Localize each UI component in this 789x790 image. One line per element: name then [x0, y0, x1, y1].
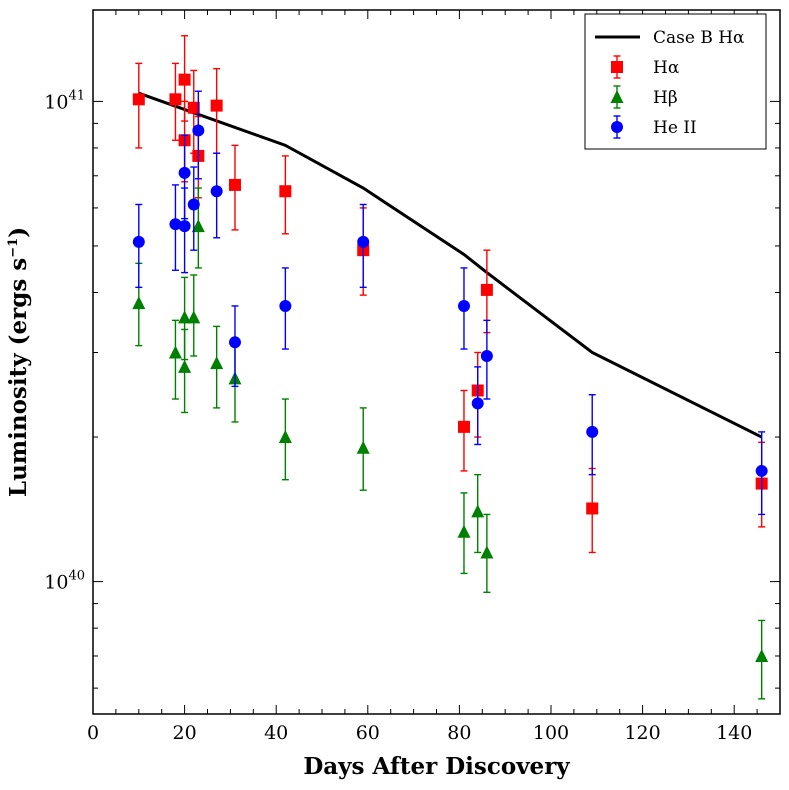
hbeta-point: [178, 359, 192, 373]
legend-triangle-label: Hβ: [653, 88, 678, 108]
legend-case-b-label: Case B Hα: [653, 28, 745, 48]
plot-frame: [92, 9, 781, 715]
heii-point: [178, 220, 191, 233]
hbeta-point: [471, 504, 485, 518]
heii-point: [187, 198, 200, 211]
hbeta-point: [187, 310, 201, 324]
x-tick-label: 60: [356, 722, 380, 744]
data-points-layer: [132, 35, 769, 700]
halpha-point: [132, 93, 145, 106]
heii-point: [178, 166, 191, 179]
legend-triangle-marker: [610, 90, 624, 103]
heii-point: [471, 397, 484, 410]
heii-point: [586, 425, 599, 438]
x-tick-label: 120: [624, 722, 660, 744]
heii-point: [169, 218, 182, 231]
heii-point: [457, 299, 470, 312]
heii-point: [132, 235, 145, 248]
x-tick-label: 40: [264, 722, 288, 744]
legend-circle-label: He II: [653, 118, 697, 138]
hbeta-point: [457, 524, 471, 538]
legend-square-marker: [611, 61, 623, 73]
hbeta-point: [168, 345, 182, 359]
x-tick-label: 80: [447, 722, 471, 744]
x-tick-label: 20: [173, 722, 197, 744]
y-tick-label: 1040: [44, 569, 85, 594]
hbeta-point: [480, 545, 494, 559]
hbeta-point: [755, 648, 769, 662]
x-axis-label: Days After Discovery: [303, 753, 570, 780]
x-tick-label: 0: [87, 722, 99, 744]
hbeta-point: [132, 296, 146, 310]
heii-point: [357, 235, 370, 248]
hbeta-point: [278, 430, 292, 444]
x-tick-label: 140: [716, 722, 752, 744]
case-b-halpha-line: [138, 91, 763, 439]
x-tick-label: 100: [533, 722, 569, 744]
halpha-point: [586, 502, 599, 515]
heii-point: [279, 299, 292, 312]
halpha-point: [279, 185, 292, 198]
case-b-line-layer: [138, 91, 763, 439]
halpha-point: [178, 73, 191, 86]
hbeta-point: [356, 440, 370, 454]
heii-point: [228, 336, 241, 349]
halpha-point: [169, 93, 182, 106]
legend-square-label: Hα: [653, 58, 680, 78]
heii-point: [192, 124, 205, 137]
heii-point: [755, 464, 768, 477]
halpha-point: [228, 178, 241, 191]
halpha-point: [480, 283, 493, 296]
legend-circle-marker: [611, 121, 623, 133]
y-tick-label: 1041: [44, 88, 85, 113]
hbeta-point: [178, 310, 192, 324]
y-axis-label: Luminosity (ergs s−1): [5, 227, 32, 497]
hbeta-point: [191, 219, 205, 233]
legend: Case B Hα Hα Hβ He II: [584, 13, 767, 150]
hbeta-point: [210, 356, 224, 370]
halpha-point: [187, 101, 200, 114]
heii-point: [210, 185, 223, 198]
halpha-point: [457, 420, 470, 433]
heii-point: [480, 349, 493, 362]
halpha-point: [210, 99, 223, 112]
axis-ticks: 0 20 40 60 80 100 120 140 1040 1041: [44, 10, 781, 744]
